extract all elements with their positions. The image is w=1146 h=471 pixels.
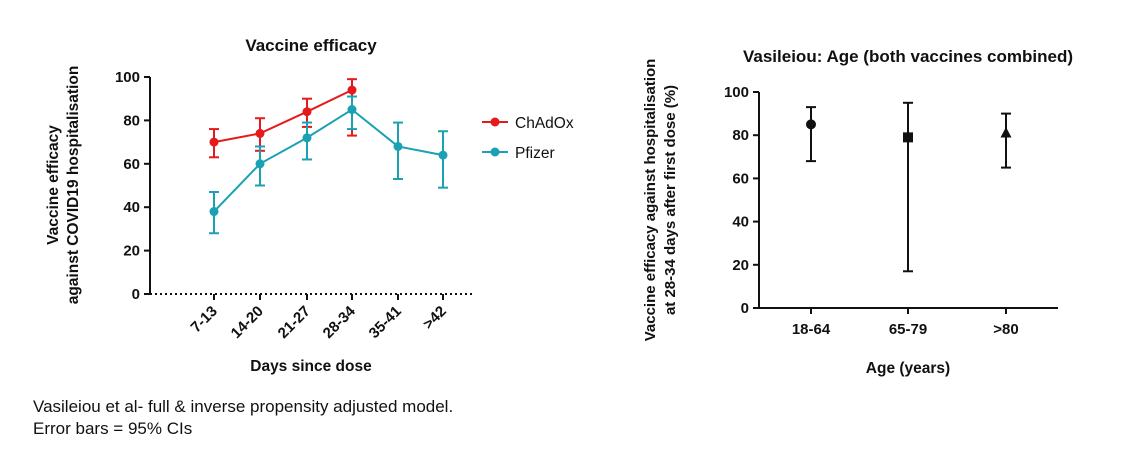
chart1-ylabel-line2: against COVID19 hospitalisation xyxy=(65,66,82,305)
chart2-x-tick-label-18-64: 18-64 xyxy=(792,321,831,338)
chart1-x-tick-label-7-13: 7-13 xyxy=(188,303,221,336)
chart1-x-tick-label-28-34: 28-34 xyxy=(320,302,360,342)
chart1-axes: 0 20 40 60 80 100 7-13 14-20 21-27 28-34 35-41 >42 xyxy=(115,69,474,342)
caption-line-2: Error bars = 95% CIs xyxy=(33,419,193,438)
chart1-point-chadox xyxy=(255,128,265,138)
chart2-title: Vasileiou: Age (both vaccines combined) xyxy=(743,47,1073,66)
chart1-x-tick-label-35-41: 35-41 xyxy=(366,303,405,342)
chart2-marks xyxy=(806,101,1012,273)
chart2-y-tick-label: 100 xyxy=(724,84,749,101)
chart1-point-pfizer xyxy=(438,150,448,160)
chart1-x-tick-label-21-27: 21-27 xyxy=(275,303,314,342)
chart1-point-pfizer xyxy=(393,141,403,151)
chart1-x-tick-label-14-20: 14-20 xyxy=(228,303,267,342)
legend-label-chadox: ChAdOx xyxy=(515,115,574,132)
chart2-x-tick-label-80: >80 xyxy=(993,321,1018,338)
chart1-y-tick-label: 40 xyxy=(123,199,140,216)
chart1-point-chadox xyxy=(209,137,219,147)
chart2-point-18-64 xyxy=(806,119,816,130)
chart2-point-80 xyxy=(1000,127,1012,138)
chart1-point-pfizer xyxy=(209,207,219,217)
chart1-legend: ChAdOx Pfizer xyxy=(482,115,574,162)
chart1-x-tick-label-42: >42 xyxy=(420,303,450,333)
chart1-ylabel-line1: Vaccine efficacy xyxy=(45,125,62,245)
chart2-y-tick-label: 80 xyxy=(732,127,749,144)
chart1-series-line-chadox xyxy=(213,89,353,144)
chart1-title: Vaccine efficacy xyxy=(245,36,377,55)
chart1-point-pfizer xyxy=(255,159,265,169)
caption-line-1: Vasileiou et al- full & inverse propensi… xyxy=(33,397,454,416)
chart2-y-tick-label: 20 xyxy=(732,257,749,274)
chart1-point-pfizer xyxy=(302,133,312,143)
chart1-y-tick-label: 0 xyxy=(132,286,140,303)
legend-label-pfizer: Pfizer xyxy=(515,145,555,162)
chart1-point-chadox xyxy=(302,107,312,117)
chart1-y-tick-label: 60 xyxy=(123,156,140,173)
chart1-point-chadox xyxy=(347,85,357,95)
chart2-point-65-79 xyxy=(903,132,913,143)
chart2-xlabel: Age (years) xyxy=(866,360,950,377)
efficacy-by-days-chart: Vaccine efficacy Vaccine efficacy agains… xyxy=(45,36,574,375)
chart1-marks xyxy=(209,78,448,235)
chart1-xlabel: Days since dose xyxy=(250,358,372,375)
efficacy-by-age-chart: Vasileiou: Age (both vaccines combined) … xyxy=(642,47,1073,377)
chart2-y-tick-label: 40 xyxy=(732,214,749,231)
chart2-ylabel-line2: at 28-34 days after first dose (%) xyxy=(662,85,679,315)
chart2-ylabel-line1: Vaccine efficacy against hospitalisation xyxy=(642,59,659,342)
chart2-y-tick-label: 0 xyxy=(741,300,749,317)
chart1-point-pfizer xyxy=(347,105,357,115)
chart1-series-line-pfizer xyxy=(213,108,444,213)
chart1-y-tick-label: 100 xyxy=(115,69,140,86)
chart2-x-tick-label-65-79: 65-79 xyxy=(889,321,927,338)
chart1-y-tick-label: 20 xyxy=(123,243,140,260)
legend-marker-chadox xyxy=(490,117,500,127)
chart2-axes: 0 20 40 60 80 100 18-64 65-79 >80 xyxy=(724,84,1058,338)
chart1-y-tick-label: 80 xyxy=(123,112,140,129)
chart2-y-tick-label: 60 xyxy=(732,170,749,187)
legend-marker-pfizer xyxy=(490,147,500,157)
